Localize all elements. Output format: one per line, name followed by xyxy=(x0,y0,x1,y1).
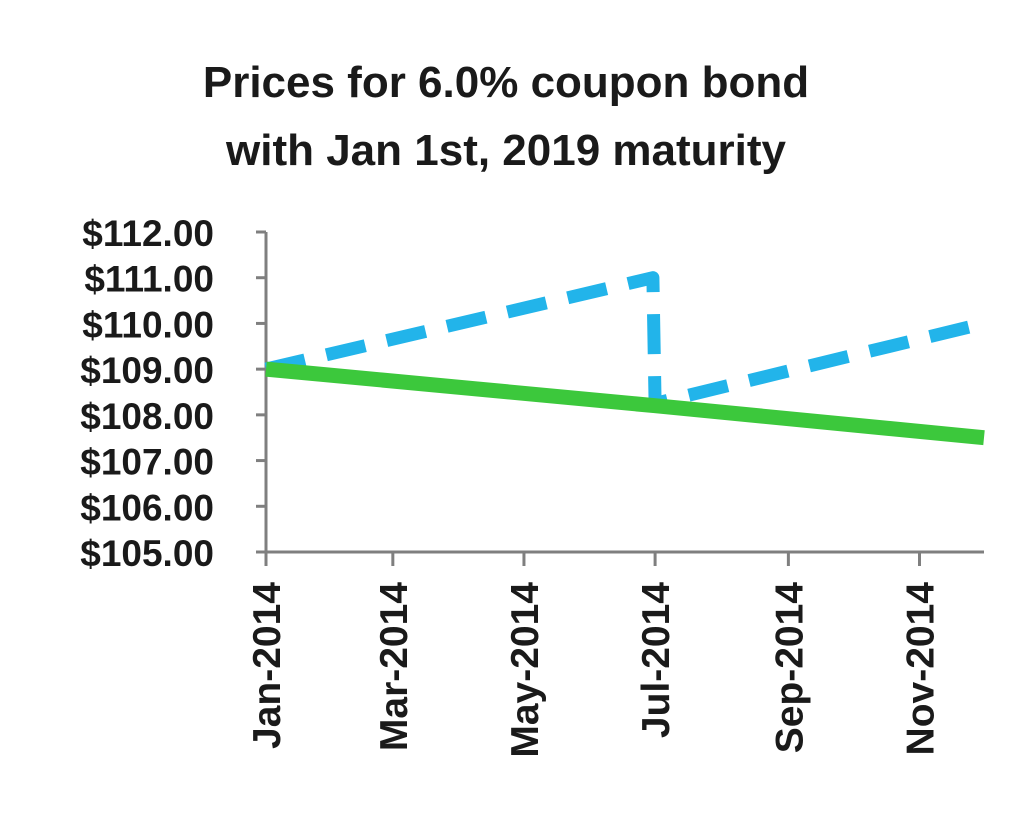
dashed-series-line xyxy=(264,271,986,410)
x-tick-label: Nov-2014 xyxy=(900,582,943,756)
y-tick-label: $109.00 xyxy=(80,350,214,391)
y-tick-label: $112.00 xyxy=(82,213,214,254)
y-tick-label: $111.00 xyxy=(84,259,214,300)
x-tick-label: Mar-2014 xyxy=(373,582,416,751)
chart-title-line-2: with Jan 1st, 2019 maturity xyxy=(226,126,786,175)
x-tick-label: Sep-2014 xyxy=(768,582,811,754)
x-tick-label: May-2014 xyxy=(504,582,547,758)
chart-title-line-1: Prices for 6.0% coupon bond xyxy=(202,58,810,107)
x-tick-label: Jan-2014 xyxy=(246,582,289,749)
y-tick-label: $107.00 xyxy=(80,442,214,483)
y-tick-label: $108.00 xyxy=(80,396,214,437)
y-tick-label: $110.00 xyxy=(82,304,214,345)
y-tick-label: $106.00 xyxy=(80,487,214,528)
solid-series-line xyxy=(265,361,985,446)
y-tick-label: $105.00 xyxy=(80,533,214,574)
x-tick-label: Jul-2014 xyxy=(635,582,678,738)
